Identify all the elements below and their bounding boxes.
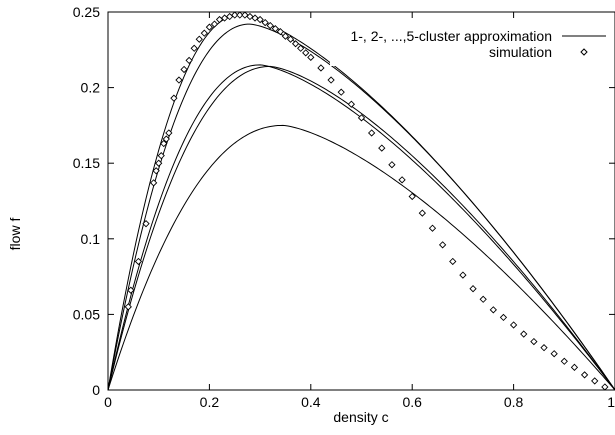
simulation-point [155, 159, 163, 167]
simulation-point [530, 337, 538, 346]
x-tick-label: 0.2 [200, 394, 220, 410]
simulation-point [570, 363, 579, 371]
simulation-point [291, 40, 300, 48]
simulation-point [509, 321, 518, 329]
x-axis-label: density c [333, 409, 388, 425]
simulation-point [297, 44, 305, 52]
series-points [124, 11, 609, 391]
simulation-point [317, 64, 325, 72]
legend-diamond-sample [580, 48, 588, 56]
y-tick-label: 0.15 [73, 155, 100, 171]
x-tick-label: 0.8 [504, 394, 524, 410]
simulation-point [157, 152, 165, 160]
simulation-point [398, 176, 406, 184]
simulation-point [591, 377, 599, 385]
simulation-point [195, 35, 203, 43]
y-axis-ticks: 0 0.05 0.1 0.15 0.2 0.25 [73, 4, 615, 398]
simulation-point [256, 15, 264, 24]
approximation-curve-5 [107, 14, 615, 391]
simulation-point [134, 257, 143, 266]
simulation-point [185, 56, 193, 65]
y-tick-label: 0 [92, 382, 100, 398]
simulation-point [231, 11, 239, 19]
simulation-point [160, 139, 168, 148]
simulation-point [408, 192, 416, 201]
simulation-point [170, 94, 178, 102]
simulation-point [459, 271, 467, 279]
simulation-point [580, 371, 589, 379]
simulation-point [276, 28, 285, 36]
y-tick-label: 0.25 [73, 4, 100, 20]
simulation-point [190, 44, 198, 52]
simulation-point [180, 65, 188, 74]
simulation-point [302, 49, 310, 57]
legend-background [330, 22, 613, 66]
simulation-point [149, 179, 158, 187]
simulation-point [368, 129, 376, 137]
simulation-point [601, 383, 609, 391]
simulation-point [479, 295, 487, 303]
approximation-curve-2 [107, 65, 615, 391]
simulation-point [165, 129, 173, 137]
y-tick-label: 0.2 [81, 80, 101, 96]
simulation-point [162, 135, 170, 143]
simulation-point [378, 144, 386, 152]
simulation-point [418, 209, 426, 217]
simulation-point [281, 32, 290, 40]
simulation-point [271, 24, 279, 33]
legend-label-simulation: simulation [489, 44, 552, 60]
simulation-point [449, 257, 457, 266]
simulation-point [152, 167, 160, 175]
simulation-point [560, 357, 568, 365]
simulation-point [520, 330, 528, 338]
simulation-point [469, 285, 477, 293]
simulation-point [499, 313, 508, 322]
simulation-point [347, 100, 355, 108]
approximation-curve-4 [107, 23, 615, 391]
y-axis-label: flow f [7, 218, 23, 251]
y-tick-label: 0.05 [73, 306, 100, 322]
simulation-point [489, 306, 497, 314]
simulation-point [205, 23, 214, 31]
x-tick-label: 0 [104, 394, 112, 410]
x-axis-ticks: 0 0.2 0.4 0.6 0.8 1 [104, 12, 615, 410]
x-tick-label: 0.6 [402, 394, 422, 410]
simulation-point [175, 76, 183, 84]
simulation-point [550, 350, 558, 358]
simulation-point [540, 344, 548, 352]
simulation-point [142, 220, 150, 228]
x-tick-label: 1 [607, 394, 615, 410]
simulation-point [337, 88, 345, 96]
simulation-point [307, 53, 315, 61]
x-tick-label: 0.4 [301, 394, 321, 410]
y-tick-label: 0.1 [81, 231, 101, 247]
simulation-point [266, 21, 274, 30]
approximation-curve-1 [107, 124, 615, 391]
plot-frame [107, 11, 615, 391]
simulation-point [124, 303, 132, 311]
simulation-point [236, 11, 244, 19]
simulation-point [388, 161, 396, 169]
simulation-point [200, 29, 208, 37]
simulation-point [261, 18, 269, 27]
simulation-point [286, 35, 295, 43]
legend-label-approximation: 1-, 2-, ...,5-cluster approximation [350, 28, 552, 44]
simulation-point [210, 20, 219, 28]
simulation-point [357, 114, 366, 122]
simulation-point [428, 224, 437, 232]
simulation-point [327, 76, 335, 84]
simulation-point [127, 286, 135, 294]
simulation-point [438, 241, 447, 249]
